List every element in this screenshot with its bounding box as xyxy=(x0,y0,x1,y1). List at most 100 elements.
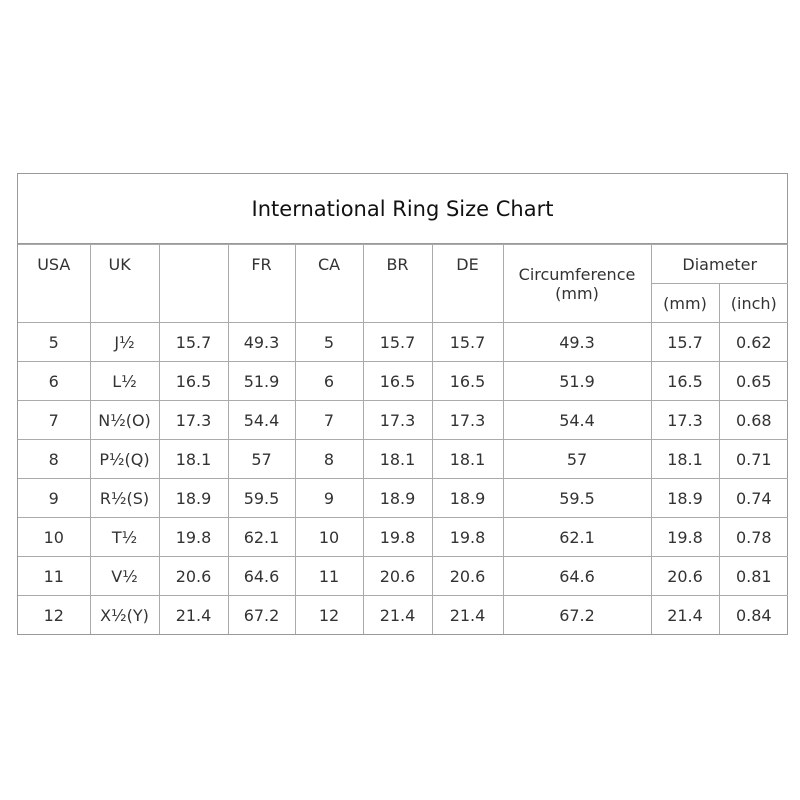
header-usa: USA xyxy=(18,244,91,323)
chart-title: International Ring Size Chart xyxy=(18,174,787,244)
cell-uk: T½ xyxy=(89,517,160,557)
cell-col3: 17.3 xyxy=(158,400,229,440)
cell-de: 19.8 xyxy=(431,517,504,557)
cell-circumference-mm: 67.2 xyxy=(502,595,652,634)
cell-uk: X½(Y) xyxy=(89,595,160,634)
cell-uk: N½(O) xyxy=(89,400,160,440)
cell-usa: 9 xyxy=(18,478,91,518)
cell-de: 15.7 xyxy=(431,322,504,362)
cell-usa: 8 xyxy=(18,439,91,479)
cell-usa: 7 xyxy=(18,400,91,440)
cell-de: 16.5 xyxy=(431,361,504,401)
cell-col3: 15.7 xyxy=(158,322,229,362)
cell-br: 15.7 xyxy=(362,322,433,362)
cell-br: 18.9 xyxy=(362,478,433,518)
cell-uk: R½(S) xyxy=(89,478,160,518)
cell-uk: J½ xyxy=(89,322,160,362)
cell-de: 21.4 xyxy=(431,595,504,634)
cell-br: 17.3 xyxy=(362,400,433,440)
cell-fr: 57 xyxy=(227,439,296,479)
cell-col3: 19.8 xyxy=(158,517,229,557)
cell-diameter-inch: 0.62 xyxy=(718,322,789,362)
cell-fr: 62.1 xyxy=(227,517,296,557)
cell-ca: 6 xyxy=(294,361,364,401)
cell-col3: 18.1 xyxy=(158,439,229,479)
cell-de: 17.3 xyxy=(431,400,504,440)
cell-fr: 67.2 xyxy=(227,595,296,634)
cell-ca: 7 xyxy=(294,400,364,440)
header-diameter-inch: (inch) xyxy=(718,283,789,323)
ring-size-table: USA UK FR CA BR DE Circumference (mm) Di… xyxy=(18,244,789,634)
cell-diameter-inch: 0.74 xyxy=(718,478,789,518)
cell-fr: 59.5 xyxy=(227,478,296,518)
cell-circumference-mm: 54.4 xyxy=(502,400,652,440)
cell-circumference-mm: 49.3 xyxy=(502,322,652,362)
table-row: 8 P½(Q) 18.1 57 8 18.1 18.1 57 18.1 0.71 xyxy=(18,439,789,479)
cell-uk: V½ xyxy=(89,556,160,596)
cell-de: 18.9 xyxy=(431,478,504,518)
cell-br: 16.5 xyxy=(362,361,433,401)
table-row: 7 N½(O) 17.3 54.4 7 17.3 17.3 54.4 17.3 0.68 xyxy=(18,400,789,440)
cell-col3: 18.9 xyxy=(158,478,229,518)
cell-diameter-mm: 17.3 xyxy=(650,400,720,440)
cell-ca: 10 xyxy=(294,517,364,557)
cell-col3: 20.6 xyxy=(158,556,229,596)
ring-size-chart: International Ring Size Chart USA UK FR … xyxy=(17,173,789,635)
cell-col3: 21.4 xyxy=(158,595,229,634)
cell-diameter-mm: 21.4 xyxy=(650,595,720,634)
cell-diameter-inch: 0.81 xyxy=(718,556,789,596)
cell-diameter-mm: 15.7 xyxy=(650,322,720,362)
table-row: 9 R½(S) 18.9 59.5 9 18.9 18.9 59.5 18.9 0.74 xyxy=(18,478,789,518)
cell-diameter-mm: 18.1 xyxy=(650,439,720,479)
cell-diameter-inch: 0.71 xyxy=(718,439,789,479)
cell-usa: 10 xyxy=(18,517,91,557)
cell-br: 19.8 xyxy=(362,517,433,557)
cell-diameter-inch: 0.84 xyxy=(718,595,789,634)
table-row: 10 T½ 19.8 62.1 10 19.8 19.8 62.1 19.8 0.78 xyxy=(18,517,789,557)
cell-fr: 49.3 xyxy=(227,322,296,362)
cell-diameter-inch: 0.65 xyxy=(718,361,789,401)
cell-br: 18.1 xyxy=(362,439,433,479)
cell-de: 18.1 xyxy=(431,439,504,479)
cell-fr: 64.6 xyxy=(227,556,296,596)
cell-diameter-mm: 19.8 xyxy=(650,517,720,557)
circumference-unit: (mm) xyxy=(555,283,599,303)
cell-ca: 12 xyxy=(294,595,364,634)
cell-circumference-mm: 57 xyxy=(502,439,652,479)
header-circumference: Circumference (mm) xyxy=(502,244,652,323)
cell-uk: P½(Q) xyxy=(89,439,160,479)
cell-circumference-mm: 59.5 xyxy=(502,478,652,518)
table-row: 6 L½ 16.5 51.9 6 16.5 16.5 51.9 16.5 0.65 xyxy=(18,361,789,401)
cell-fr: 51.9 xyxy=(227,361,296,401)
cell-br: 21.4 xyxy=(362,595,433,634)
cell-ca: 8 xyxy=(294,439,364,479)
cell-ca: 9 xyxy=(294,478,364,518)
cell-diameter-mm: 20.6 xyxy=(650,556,720,596)
cell-uk: L½ xyxy=(89,361,160,401)
cell-br: 20.6 xyxy=(362,556,433,596)
cell-de: 20.6 xyxy=(431,556,504,596)
header-ca: CA xyxy=(294,244,364,323)
cell-usa: 12 xyxy=(18,595,91,634)
header-br: BR xyxy=(362,244,433,323)
table-row: 12 X½(Y) 21.4 67.2 12 21.4 21.4 67.2 21.4 0.84 xyxy=(18,595,789,634)
header-de: DE xyxy=(431,244,504,323)
cell-col3: 16.5 xyxy=(158,361,229,401)
header-diameter-mm: (mm) xyxy=(651,283,720,323)
cell-usa: 5 xyxy=(18,322,91,362)
cell-usa: 11 xyxy=(18,556,91,596)
header-diameter: Diameter xyxy=(650,244,789,284)
cell-ca: 5 xyxy=(294,322,364,362)
table-row: 11 V½ 20.6 64.6 11 20.6 20.6 64.6 20.6 0.81 xyxy=(18,556,789,596)
cell-diameter-inch: 0.78 xyxy=(718,517,789,557)
cell-ca: 11 xyxy=(294,556,364,596)
header-uk: UK xyxy=(89,244,160,323)
header-fr: FR xyxy=(227,244,296,323)
cell-diameter-mm: 16.5 xyxy=(650,361,720,401)
cell-circumference-mm: 51.9 xyxy=(502,361,652,401)
cell-circumference-mm: 62.1 xyxy=(502,517,652,557)
cell-fr: 54.4 xyxy=(227,400,296,440)
cell-usa: 6 xyxy=(18,361,91,401)
header-blank xyxy=(158,244,229,323)
circumference-label: Circumference xyxy=(518,264,636,284)
